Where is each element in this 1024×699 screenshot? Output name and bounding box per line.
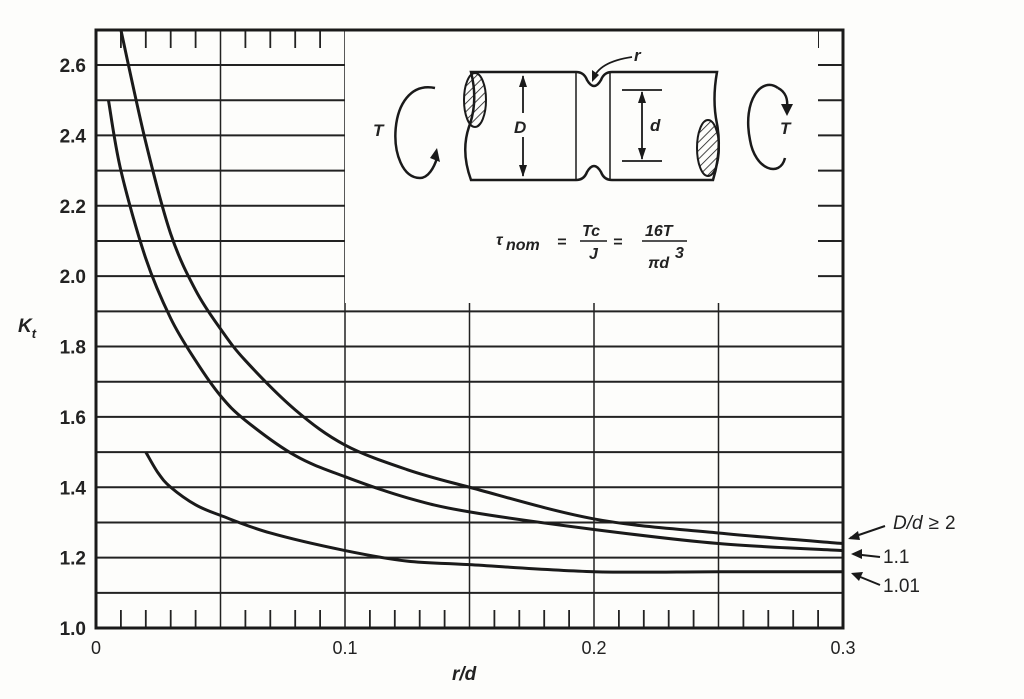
svg-text:Tc: Tc: [582, 223, 600, 240]
legend-1-1: 1.1: [883, 547, 909, 568]
x-tick-label: 0.1: [332, 638, 357, 658]
shaft-diagram: T D d r T τ nom =: [373, 46, 793, 272]
y-tick-label: 1.4: [60, 478, 87, 499]
y-tick-label: 2.4: [60, 126, 87, 147]
svg-text:nom: nom: [506, 237, 540, 254]
section-hatch-right: [696, 119, 720, 177]
x-tick-label: 0.3: [830, 638, 855, 658]
dimension-d-label: d: [650, 116, 661, 135]
section-hatch-left: [463, 72, 487, 128]
torque-arrow-right-icon: [747, 83, 787, 171]
svg-text:3: 3: [675, 245, 684, 262]
arrowhead-icon: [781, 104, 793, 116]
x-tick-label: 0.2: [581, 638, 606, 658]
y-tick-label: 1.8: [60, 338, 86, 359]
y-axis-title: Kt: [18, 316, 37, 341]
series-annotations: D/d ≥2 1.1 1.01: [848, 513, 956, 597]
svg-text:=: =: [557, 234, 566, 251]
curve-series-2: [144, 451, 843, 574]
arrowhead-icon: [430, 148, 440, 162]
y-tick-label: 1.0: [60, 619, 86, 640]
y-tick-label: 2.2: [60, 197, 86, 218]
arrow-icon: [848, 531, 860, 540]
x-axis-title: r/d: [452, 664, 477, 685]
torque-label-left: T: [373, 121, 385, 140]
x-tick-label: 0: [91, 638, 101, 658]
x-axis-tick-labels: 0 0.1 0.2 0.3: [91, 638, 856, 658]
svg-text:πd: πd: [648, 255, 670, 272]
y-tick-label: 1.2: [60, 549, 86, 570]
y-axis-tick-labels: 1.0 1.2 1.4 1.6 1.8 2.0 2.2 2.4 2.6: [60, 56, 87, 640]
curve-series-1: [106, 99, 844, 553]
arrow-icon: [851, 572, 863, 581]
legend-D-d-ge-2: D/d ≥2: [893, 513, 956, 534]
curve-series-0: [119, 29, 844, 546]
y-tick-label: 2.0: [60, 267, 86, 288]
torque-label-right: T: [780, 119, 792, 138]
dimension-D-label: D: [514, 118, 526, 137]
legend-1-01: 1.01: [883, 576, 920, 597]
fillet-r-label: r: [634, 46, 642, 65]
svg-text:τ: τ: [496, 232, 504, 249]
nominal-stress-formula: τ nom = Tc J = 16T πd 3: [496, 223, 687, 272]
curves: [106, 29, 844, 574]
y-tick-label: 2.6: [60, 56, 86, 77]
svg-text:=: =: [613, 234, 622, 251]
svg-text:J: J: [589, 246, 599, 263]
plot-frame: [94, 28, 845, 630]
inset-background: [345, 28, 818, 303]
y-tick-label: 1.6: [60, 408, 86, 429]
arrow-icon: [851, 549, 862, 559]
svg-text:16T: 16T: [645, 223, 674, 240]
torque-arrow-left-icon: [394, 86, 439, 180]
shaft-outline: [464, 70, 721, 182]
